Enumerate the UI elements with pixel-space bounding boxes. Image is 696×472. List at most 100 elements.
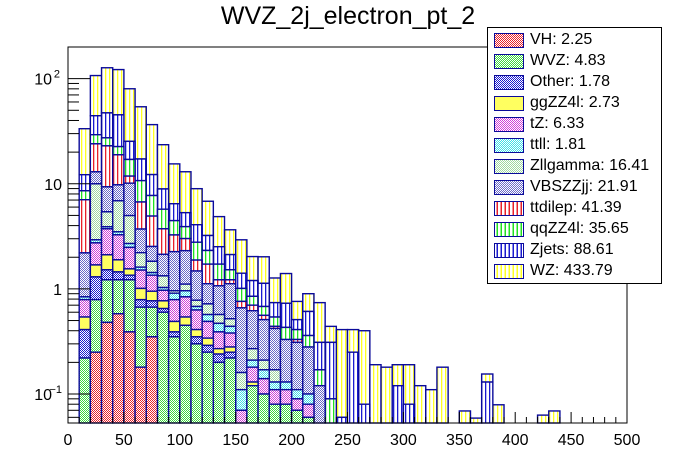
legend-label: ttll: 1.81 (530, 136, 587, 153)
bar-WZ-360 (469, 417, 483, 424)
x-tick-label: 50 (115, 432, 133, 449)
bar-qqZZ4l-230 (324, 398, 338, 424)
bar-tZ-200 (290, 398, 304, 411)
bar-ggZZ4l-80 (156, 300, 170, 310)
legend-item-Zjets: Zjets: 88.61 (488, 240, 663, 261)
bar-Zllgamma-60 (134, 251, 147, 268)
bar-WVZ-10 (78, 357, 92, 424)
bar-Zjets-90 (167, 203, 181, 222)
bar-Zjets-190 (279, 302, 293, 329)
bar-ggZZ4l-130 (212, 347, 226, 355)
bar-Other-70 (145, 300, 159, 308)
bar-Other-40 (112, 271, 125, 281)
bar-Other-90 (167, 331, 181, 338)
bar-ggZZ4l-70 (145, 290, 159, 302)
legend-swatch (494, 201, 524, 216)
x-tick-label: 500 (614, 432, 641, 449)
bar-tZ-10 (78, 298, 92, 318)
bar-VBSZZjj-40 (112, 184, 125, 202)
legend-item-VH: VH: 2.25 (488, 30, 663, 51)
bar-WZ-320 (425, 388, 438, 424)
bar-ggZZ4l-40 (112, 259, 125, 273)
bar-VBSZZjj-110 (190, 270, 203, 301)
legend-label: qqZZ4l: 35.65 (530, 220, 629, 237)
bar-WZ-300 (402, 364, 416, 405)
bar-VH-30 (100, 321, 114, 424)
bar-Zjets-10 (78, 173, 92, 192)
bar-WZ-420 (536, 414, 550, 424)
bar-ggZZ4l-140 (223, 346, 237, 353)
bar-tZ-100 (179, 296, 192, 318)
bar-Zjets-240 (335, 416, 349, 424)
bar-qqZZ4l-50 (123, 158, 136, 177)
bar-Zjets-50 (123, 140, 136, 161)
x-tick-label: 0 (64, 432, 73, 449)
bar-qqZZ4l-120 (201, 249, 215, 265)
y-tick-exponent: −1 (49, 384, 62, 396)
bar-tZ-40 (112, 234, 125, 261)
bar-WZ-90 (167, 163, 181, 205)
bar-qqZZ4l-20 (89, 134, 103, 145)
bar-tZ-180 (268, 388, 282, 405)
bar-ggZZ4l-90 (167, 320, 181, 333)
legend-swatch (494, 264, 524, 279)
bar-WZ-260 (357, 330, 371, 405)
x-tick-label: 100 (166, 432, 193, 449)
bar-Zjets-230 (324, 341, 338, 400)
legend-item-qqZZ4l: qqZZ4l: 35.65 (488, 219, 663, 240)
bar-Zjets-210 (302, 310, 315, 337)
legend-item-ggZZ4l: ggZZ4l: 2.73 (488, 93, 663, 114)
bar-WVZ-100 (179, 324, 192, 424)
bar-VBSZZjj-210 (302, 346, 315, 395)
bar-ttll-180 (268, 381, 282, 391)
bar-VBSZZjj-140 (223, 283, 237, 320)
bar-WZ-180 (268, 277, 282, 304)
bar-tZ-190 (279, 388, 293, 405)
bar-WZ-350 (458, 410, 472, 424)
x-tick-label: 150 (222, 432, 249, 449)
bar-WZ-330 (436, 366, 449, 424)
bar-WZ-380 (492, 404, 505, 424)
bar-WZ-190 (279, 272, 293, 304)
bar-VBSZZjj-30 (100, 186, 114, 213)
bar-WZ-10 (78, 128, 92, 176)
bar-VBSZZjj-170 (257, 318, 270, 361)
legend-swatch (494, 138, 524, 153)
bar-VH-20 (89, 351, 103, 424)
bar-VH-60 (134, 366, 147, 424)
bar-WZ-220 (313, 301, 326, 344)
bar-tZ-150 (234, 409, 248, 424)
bar-WZ-110 (190, 187, 203, 226)
legend-swatch (494, 159, 524, 174)
bar-ttdilep-110 (190, 259, 203, 272)
bar-Other-120 (201, 344, 215, 353)
bar-WZ-130 (212, 215, 226, 248)
bar-WVZ-110 (190, 343, 203, 424)
bar-WVZ-90 (167, 336, 181, 424)
bar-WVZ-200 (290, 409, 304, 424)
legend-item-Zllgamma: Zllgamma: 16.41 (488, 156, 663, 177)
bar-Zllgamma-150 (234, 371, 248, 391)
bar-WZ-230 (324, 325, 338, 344)
bar-Other-20 (89, 276, 103, 301)
x-tick-label: 300 (390, 432, 417, 449)
bar-ttdilep-20 (89, 143, 103, 173)
bar-WZ-270 (369, 364, 382, 424)
bar-VBSZZjj-70 (145, 245, 159, 263)
bar-Zjets-260 (357, 403, 371, 424)
bar-VBSZZjj-180 (268, 327, 282, 371)
bar-Zllgamma-120 (201, 303, 215, 316)
bar-WVZ-190 (279, 403, 293, 424)
legend-label: ttdilep: 41.39 (530, 199, 622, 216)
legend-label: ggZZ4l: 2.73 (530, 94, 620, 111)
bar-Zjets-370 (480, 381, 494, 424)
bar-ggZZ4l-20 (89, 264, 103, 278)
series-VBSZZjj (78, 171, 326, 424)
bar-ggZZ4l-30 (100, 254, 114, 271)
bar-tZ-170 (257, 377, 270, 395)
bar-Zjets-300 (402, 403, 416, 424)
y-tick-label: 10 (34, 387, 52, 404)
bar-qqZZ4l-200 (290, 328, 304, 341)
bar-WZ-210 (302, 293, 315, 313)
